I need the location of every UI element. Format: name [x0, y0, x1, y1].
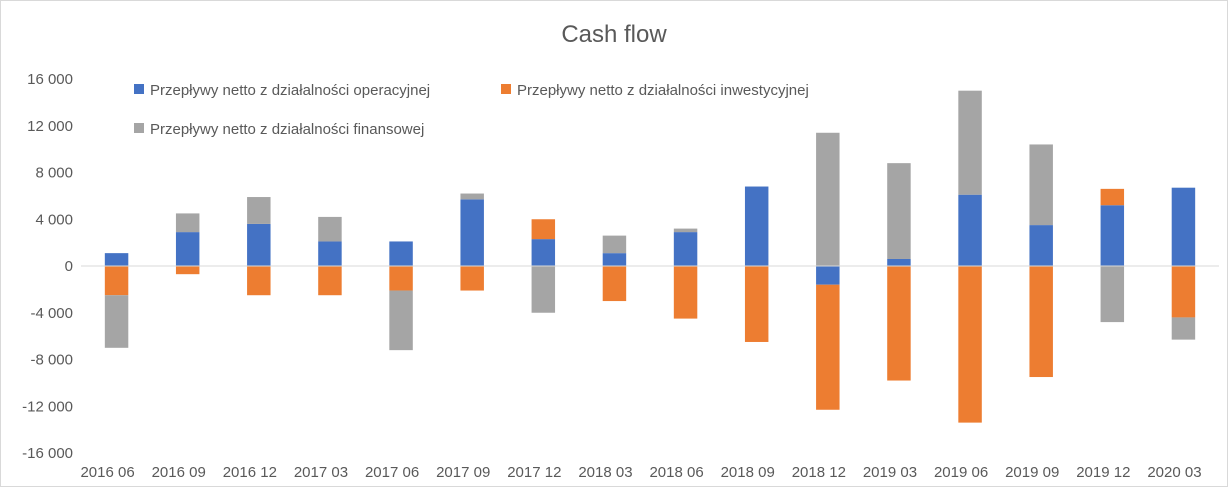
x-tick-label: 2019 09	[1005, 464, 1059, 481]
bar-series2-2019-12	[1100, 188, 1125, 206]
bar-series3-2019-06	[958, 90, 982, 195]
x-tick-label: 2019 03	[863, 464, 917, 481]
bar-series2-2018-03	[602, 266, 627, 302]
legend: Przepływy netto z działalności operacyjn…	[134, 82, 809, 138]
y-tick-label: 8 000	[35, 165, 73, 182]
x-tick-label: 2016 06	[80, 464, 134, 481]
legend-label-2: Przepływy netto z działalności inwestycy…	[517, 82, 809, 99]
bar-series2-2016-09	[175, 266, 200, 275]
bar-series3-2020-03	[1171, 317, 1196, 340]
bar-series1-2017-09	[460, 199, 484, 266]
chart-title: Cash flow	[561, 21, 667, 48]
x-tick-label: 2016 09	[152, 464, 206, 481]
bar-series2-2017-09	[460, 266, 484, 291]
bar-series1-2019-12	[1100, 205, 1125, 266]
y-tick-label: -8 000	[30, 352, 73, 369]
bar-series1-2018-12	[816, 266, 840, 285]
x-axis-ticks: 2016 06 2016 09 2016 12 2017 03 2017 06 2017 …	[80, 464, 1201, 481]
x-tick-label: 2019 12	[1076, 464, 1130, 481]
y-tick-label: 0	[65, 258, 73, 275]
bar-series1-2016-12	[247, 223, 271, 266]
bar-series3-2018-12	[816, 132, 840, 266]
legend-label-3: Przepływy netto z działalności finansowe…	[150, 121, 424, 138]
y-tick-label: -16 000	[22, 445, 73, 462]
bar-series3-2017-12	[531, 266, 556, 313]
legend-swatch-2	[501, 84, 511, 94]
bar-series2-2018-12	[816, 284, 840, 410]
x-tick-label: 2018 12	[792, 464, 846, 481]
y-tick-label: 12 000	[27, 118, 73, 135]
x-tick-label: 2017 12	[507, 464, 561, 481]
bar-series3-2019-09	[1029, 144, 1053, 226]
y-tick-label: 16 000	[27, 71, 73, 88]
bar-series2-2019-09	[1029, 266, 1053, 378]
x-tick-label: 2017 03	[294, 464, 348, 481]
bar-series2-2017-06	[389, 266, 413, 291]
x-tick-label: 2018 09	[721, 464, 775, 481]
bar-series3-2018-06	[673, 228, 698, 233]
legend-label-1: Przepływy netto z działalności operacyjn…	[150, 82, 430, 99]
bar-series2-2017-03	[318, 266, 342, 296]
bar-series1-2018-09	[744, 186, 769, 266]
bar-series1-2017-12	[531, 239, 556, 266]
x-tick-label: 2018 06	[649, 464, 703, 481]
bar-series3-2016-09	[175, 213, 200, 233]
bar-series1-2019-03	[887, 258, 911, 266]
x-tick-label: 2020 03	[1147, 464, 1201, 481]
x-tick-label: 2018 03	[578, 464, 632, 481]
bar-series1-2019-09	[1029, 225, 1053, 266]
bar-series2-2017-12	[531, 219, 556, 240]
x-tick-label: 2017 06	[365, 464, 419, 481]
bar-series2-2018-09	[744, 266, 769, 342]
bar-series3-2017-09	[460, 193, 484, 200]
bar-series2-2019-03	[887, 266, 911, 381]
bar-series2-2020-03	[1171, 266, 1196, 318]
x-tick-label: 2017 09	[436, 464, 490, 481]
x-tick-label: 2019 06	[934, 464, 988, 481]
bar-series3-2016-12	[247, 197, 271, 224]
x-tick-label: 2016 12	[223, 464, 277, 481]
bar-series3-2019-12	[1100, 266, 1125, 323]
bar-series1-2017-03	[318, 241, 342, 266]
bar-series1-2020-03	[1171, 187, 1196, 266]
bar-series3-2017-06	[389, 290, 413, 351]
bar-series1-2018-03	[602, 253, 627, 266]
bar-series1-2017-06	[389, 241, 413, 266]
bar-series3-2017-03	[318, 216, 342, 242]
bar-series1-2016-06	[104, 253, 129, 266]
y-tick-label: -4 000	[30, 305, 73, 322]
bar-series2-2016-12	[247, 266, 271, 296]
bar-series2-2019-06	[958, 266, 982, 423]
bars-group	[104, 90, 1196, 423]
bar-series3-2016-06	[104, 295, 129, 348]
bar-series2-2018-06	[673, 266, 698, 319]
bar-series3-2019-03	[887, 163, 911, 259]
legend-swatch-1	[134, 84, 144, 94]
y-tick-label: 4 000	[35, 211, 73, 228]
y-axis-ticks: 16 000 12 000 8 000 4 000 0 -4 000 -8 000 -12 0…	[22, 71, 73, 462]
bar-series2-2016-06	[104, 266, 129, 296]
bar-series1-2016-09	[175, 232, 200, 266]
bar-series1-2018-06	[673, 232, 698, 266]
legend-swatch-3	[134, 123, 144, 133]
bar-series3-2018-03	[602, 235, 627, 254]
y-tick-label: -12 000	[22, 398, 73, 415]
bar-series1-2019-06	[958, 194, 982, 266]
